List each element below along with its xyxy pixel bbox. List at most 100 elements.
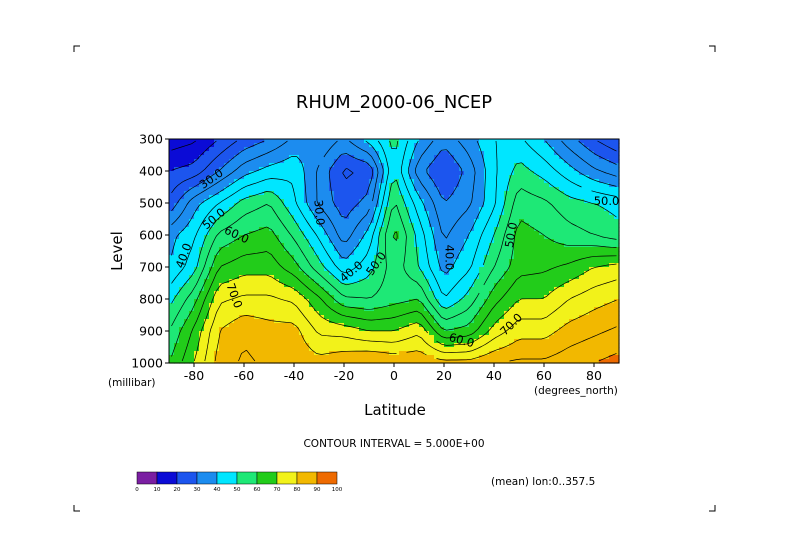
heat-cell <box>264 199 270 204</box>
heat-cell <box>279 195 285 200</box>
heat-cell <box>174 195 180 200</box>
heat-cell <box>574 307 580 312</box>
heat-cell <box>244 239 250 244</box>
heat-cell <box>209 347 215 352</box>
heat-cell <box>354 243 360 248</box>
heat-cell <box>579 235 585 240</box>
heat-cell <box>399 143 405 148</box>
heat-cell <box>379 303 385 308</box>
heat-cell <box>549 195 555 200</box>
heat-cell <box>609 351 615 356</box>
heat-cell <box>549 315 555 320</box>
heat-cell <box>589 211 595 216</box>
heat-cell <box>329 291 335 296</box>
heat-cell <box>574 315 580 320</box>
heat-cell <box>479 311 485 316</box>
heat-cell <box>239 323 245 328</box>
heat-cell <box>569 307 575 312</box>
heat-cell <box>459 139 465 144</box>
heat-cell <box>219 299 225 304</box>
heat-cell <box>464 275 470 280</box>
heat-cell <box>169 143 175 148</box>
heat-cell <box>169 287 175 292</box>
heat-cell <box>584 195 590 200</box>
heat-cell <box>369 195 375 200</box>
heat-cell <box>279 307 285 312</box>
heat-cell <box>354 231 360 236</box>
heat-cell <box>284 243 290 248</box>
heat-cell <box>444 311 450 316</box>
heat-cell <box>469 347 475 352</box>
heat-cell <box>574 183 580 188</box>
heat-cell <box>359 311 365 316</box>
heat-cell <box>579 211 585 216</box>
heat-cell <box>549 267 555 272</box>
heat-cell <box>489 319 495 324</box>
heat-cell <box>424 311 430 316</box>
heat-cell <box>369 187 375 192</box>
heat-cell <box>474 239 480 244</box>
heat-cell <box>324 327 330 332</box>
heat-cell <box>329 159 335 164</box>
heat-cell <box>384 347 390 352</box>
heat-cell <box>404 311 410 316</box>
heat-cell <box>579 171 585 176</box>
heat-cell <box>269 291 275 296</box>
heat-cell <box>544 319 550 324</box>
heat-cell <box>474 203 480 208</box>
heat-cell <box>324 183 330 188</box>
heat-cell <box>339 251 345 256</box>
heat-cell <box>259 195 265 200</box>
heat-cell <box>354 271 360 276</box>
heat-cell <box>559 219 565 224</box>
heat-cell <box>609 267 615 272</box>
heat-cell <box>529 207 535 212</box>
heat-cell <box>379 251 385 256</box>
heat-cell <box>344 183 350 188</box>
heat-cell <box>244 171 250 176</box>
heat-cell <box>349 159 355 164</box>
heat-cell <box>324 143 330 148</box>
heat-cell <box>364 291 370 296</box>
heat-cell <box>339 219 345 224</box>
heat-cell <box>284 335 290 340</box>
heat-cell <box>369 299 375 304</box>
heat-cell <box>384 335 390 340</box>
heat-cell <box>499 319 505 324</box>
heat-cell <box>409 231 415 236</box>
heat-cell <box>339 263 345 268</box>
heat-cell <box>424 271 430 276</box>
heat-cell <box>194 155 200 160</box>
heat-cell <box>484 239 490 244</box>
heat-cell <box>534 291 540 296</box>
heat-cell <box>504 199 510 204</box>
heat-cell <box>544 307 550 312</box>
heat-cell <box>419 215 425 220</box>
heat-cell <box>614 243 620 248</box>
heat-cell <box>209 179 215 184</box>
heat-cell <box>284 223 290 228</box>
heat-cell <box>204 195 210 200</box>
heat-cell <box>179 143 185 148</box>
heat-cell <box>439 339 445 344</box>
heat-cell <box>384 171 390 176</box>
heat-cell <box>354 171 360 176</box>
heat-cell <box>179 311 185 316</box>
heat-cell <box>479 339 485 344</box>
heat-cell <box>274 343 280 348</box>
heat-cell <box>414 219 420 224</box>
heat-cell <box>344 143 350 148</box>
heat-cell <box>344 191 350 196</box>
heat-cell <box>539 147 545 152</box>
heat-cell <box>304 303 310 308</box>
heat-cell <box>559 235 565 240</box>
heat-cell <box>249 171 255 176</box>
heat-cell <box>379 219 385 224</box>
heat-cell <box>329 311 335 316</box>
heat-cell <box>209 199 215 204</box>
heat-cell <box>589 223 595 228</box>
heat-cell <box>294 239 300 244</box>
heat-cell <box>329 271 335 276</box>
heat-cell <box>434 263 440 268</box>
heat-cell <box>364 199 370 204</box>
